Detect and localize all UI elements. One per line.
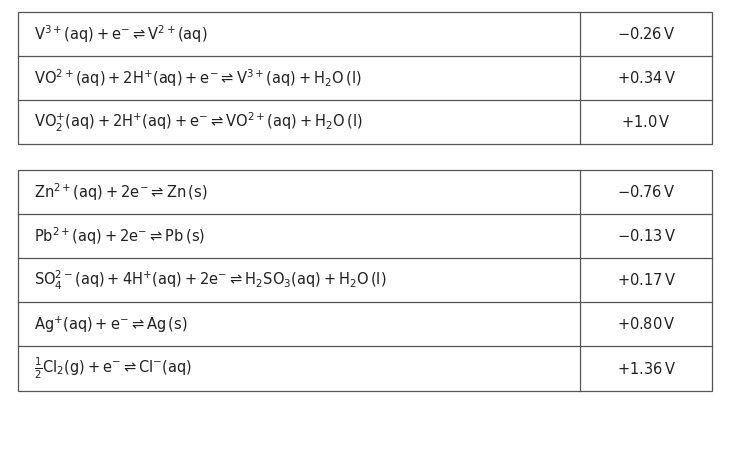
Text: $+1.0\,\mathrm{V}$: $+1.0\,\mathrm{V}$ xyxy=(621,114,671,130)
Text: $-0.76\,\mathrm{V}$: $-0.76\,\mathrm{V}$ xyxy=(617,184,675,200)
Text: $\mathrm{Pb^{2+}(aq) + 2e^{-} \rightleftharpoons Pb\,(s)}$: $\mathrm{Pb^{2+}(aq) + 2e^{-} \rightleft… xyxy=(34,226,205,247)
Text: $-0.26\,\mathrm{V}$: $-0.26\,\mathrm{V}$ xyxy=(617,26,675,42)
Text: $\frac{1}{2}\mathrm{Cl_2(g) + e^{-} \rightleftharpoons Cl^{-}(aq)}$: $\frac{1}{2}\mathrm{Cl_2(g) + e^{-} \rig… xyxy=(34,356,193,381)
Text: $\mathrm{SO_4^{2-}(aq) + 4H^{+}(aq) + 2e^{-} \rightleftharpoons H_2SO_3(aq) + H_: $\mathrm{SO_4^{2-}(aq) + 4H^{+}(aq) + 2e… xyxy=(34,269,387,292)
Text: $+0.80\,\mathrm{V}$: $+0.80\,\mathrm{V}$ xyxy=(617,317,675,332)
Text: $+0.17\,\mathrm{V}$: $+0.17\,\mathrm{V}$ xyxy=(617,273,675,288)
Text: $-0.13\,\mathrm{V}$: $-0.13\,\mathrm{V}$ xyxy=(617,228,675,244)
Text: $\mathrm{VO}^{2+}\mathrm{(aq) + 2H^{+}(aq) + e^{-} \rightleftharpoons V^{3+}(aq): $\mathrm{VO}^{2+}\mathrm{(aq) + 2H^{+}(a… xyxy=(34,67,362,89)
Text: $\mathrm{V}^{3+}\mathrm{(aq) + e^{-} \rightleftharpoons V^{2+}(aq)}$: $\mathrm{V}^{3+}\mathrm{(aq) + e^{-} \ri… xyxy=(34,23,208,45)
Bar xyxy=(18,12,712,144)
Text: $+0.34\,\mathrm{V}$: $+0.34\,\mathrm{V}$ xyxy=(617,70,675,86)
Text: $\mathrm{VO_2^{+}(aq) + 2H^{+}(aq) + e^{-} \rightleftharpoons VO^{2+}(aq) + H_2O: $\mathrm{VO_2^{+}(aq) + 2H^{+}(aq) + e^{… xyxy=(34,110,363,134)
Text: $\mathrm{Ag^{+}(aq) + e^{-} \rightleftharpoons Ag\,(s)}$: $\mathrm{Ag^{+}(aq) + e^{-} \rightleftha… xyxy=(34,314,188,335)
Text: $+1.36\,\mathrm{V}$: $+1.36\,\mathrm{V}$ xyxy=(617,361,675,376)
Bar xyxy=(18,170,712,391)
Text: $\mathrm{Zn^{2+}(aq) + 2e^{-} \rightleftharpoons Zn\,(s)}$: $\mathrm{Zn^{2+}(aq) + 2e^{-} \rightleft… xyxy=(34,182,208,203)
